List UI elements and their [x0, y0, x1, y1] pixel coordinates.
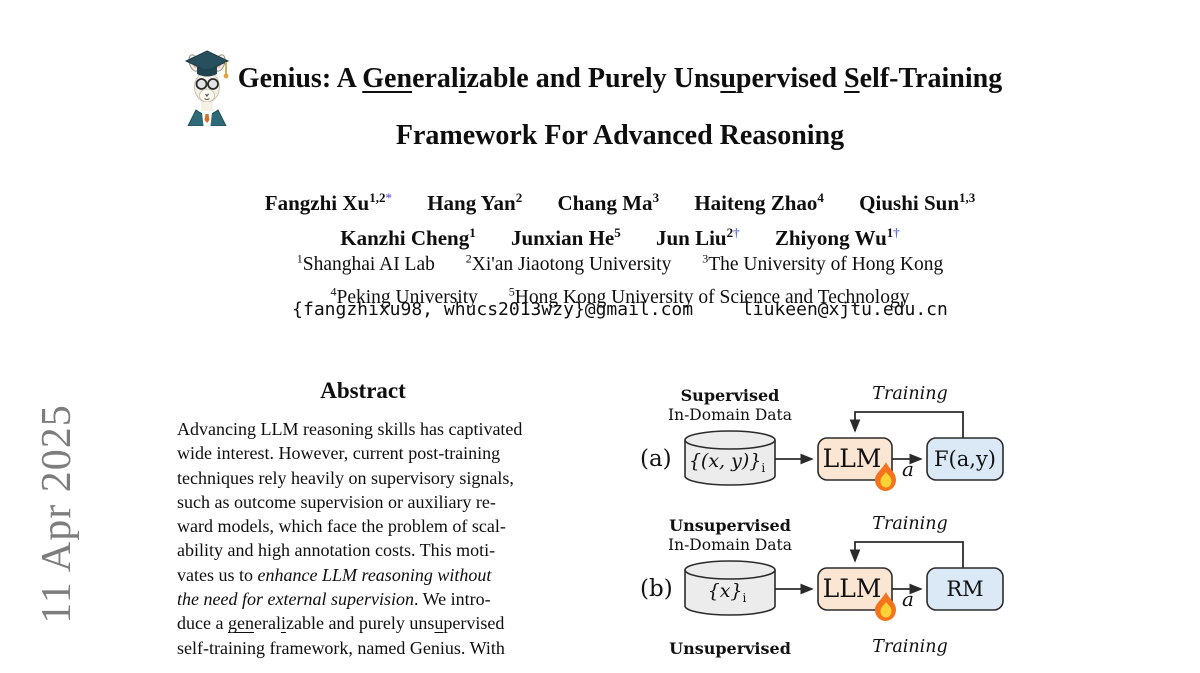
affiliation: 3The University of Hong Kong [702, 251, 944, 275]
affiliation-row-1: 1Shanghai AI Lab 2Xi'an Jiaotong Univers… [40, 245, 1200, 278]
training-label: Training [872, 514, 947, 534]
title-underlined-letter: i [458, 63, 467, 94]
title-text: pervised [735, 63, 845, 94]
title-text: zable and Purely Uns [466, 63, 721, 94]
author: Fangzhi Xu1,2* [264, 190, 392, 215]
corresponding-mark: † [893, 225, 900, 240]
author: Qiushi Sun1,3 [859, 190, 976, 215]
author-row-2: Kanzhi Cheng1 Junxian He5 Jun Liu2† Zhiy… [40, 218, 1200, 253]
svg-text:RM: RM [946, 577, 983, 601]
fire-icon [875, 592, 896, 621]
abstract-heading: Abstract [320, 378, 406, 403]
affiliation: 5Hong Kong University of Science and Tec… [508, 284, 910, 308]
affiliation-list: 1Shanghai AI Lab 2Xi'an Jiaotong Univers… [40, 245, 1200, 311]
title-underlined-letter: S [844, 63, 860, 94]
title-text: Genius: A [237, 63, 363, 94]
teaser-figure: Supervised In-Domain Data (a) {(x, y)}i … [630, 380, 1110, 658]
data-kind-label: Unsupervised [669, 516, 791, 535]
author-list: Fangzhi Xu1,2* Hang Yan2 Chang Ma3 Haite… [40, 183, 1200, 253]
title-underlined-letter: Gen [362, 63, 413, 94]
svg-text:F(a,y): F(a,y) [934, 447, 996, 471]
affiliation: 2Xi'an Jiaotong University [465, 251, 672, 275]
training-label: Training [872, 637, 947, 657]
database-cylinder-icon: {x}i [684, 560, 776, 616]
training-loop-arrow [849, 541, 964, 568]
diagram-row-c-clipped: Unsupervised Training [669, 637, 948, 658]
paper-title-line2: Framework For Advanced Reasoning [395, 120, 845, 151]
author: Haiteng Zhao4 [694, 190, 824, 215]
feedback-box: F(a,y) [926, 437, 1004, 481]
arxiv-date-watermark: 11 Apr 2025 [34, 404, 80, 624]
email-address: {fangzhixu98, whucs2013wzy}@gmail.com [292, 299, 694, 320]
data-sub-label: In-Domain Data [668, 406, 792, 424]
data-kind-label: Supervised [681, 386, 780, 405]
title-underlined-letter: u [720, 63, 736, 94]
author: Zhiyong Wu1† [774, 225, 900, 250]
author: Kanzhi Cheng1 [340, 225, 476, 250]
paper-title-line1: Genius: A Generalizable and Purely Unsup… [40, 50, 1200, 107]
title-text: elf-Training [859, 63, 1003, 94]
reward-model-box: RM [926, 567, 1004, 611]
affiliation: 1Shanghai AI Lab [296, 251, 435, 275]
training-loop-arrow [849, 411, 964, 438]
paper-page: { "watermark": { "text": "11 Apr 2025" }… [34, 50, 1200, 658]
dataset-notation: {x}i [708, 580, 747, 605]
author: Junxian He5 [510, 225, 621, 250]
paper-header: Genius: A Generalizable and Purely Unsup… [40, 50, 1200, 164]
data-sub-label: In-Domain Data [668, 536, 792, 554]
diagram-row-a: Supervised In-Domain Data (a) {(x, y)}i … [640, 384, 1004, 491]
llama-graduate-logo-icon [184, 50, 230, 126]
email-address: liukeen@xjtu.edu.cn [741, 299, 948, 320]
abstract-text: Advancing LLM reasoning skills has capti… [177, 419, 523, 658]
svg-text:LLM: LLM [823, 574, 882, 603]
author-row-1: Fangzhi Xu1,2* Hang Yan2 Chang Ma3 Haite… [40, 183, 1200, 218]
dataset-notation: {(x, y)}i [689, 450, 766, 475]
llm-box: LLM [817, 437, 893, 481]
author: Chang Ma3 [557, 190, 660, 215]
answer-label: a [902, 457, 914, 481]
row-label: (b) [640, 576, 673, 602]
author: Jun Liu2† [655, 225, 740, 250]
contact-emails: {fangzhixu98, whucs2013wzy}@gmail.com li… [40, 299, 1200, 320]
title-text: eral [412, 63, 459, 94]
fire-icon [875, 462, 896, 491]
training-label: Training [872, 384, 947, 404]
svg-text:LLM: LLM [823, 444, 882, 473]
affiliation-row-2: 4Peking University 5Hong Kong University… [40, 278, 1200, 311]
corresponding-mark: * [385, 190, 392, 205]
answer-label: a [902, 587, 914, 611]
diagram-row-b: Unsupervised In-Domain Data (b) {x}i LLM… [640, 514, 1004, 621]
data-kind-label: Unsupervised [669, 639, 791, 658]
affiliation: 4Peking University [330, 284, 478, 308]
corresponding-mark: † [733, 225, 740, 240]
llm-box: LLM [817, 567, 893, 611]
row-label: (a) [640, 446, 672, 472]
author: Hang Yan2 [427, 190, 523, 215]
database-cylinder-icon: {(x, y)}i [684, 430, 776, 486]
